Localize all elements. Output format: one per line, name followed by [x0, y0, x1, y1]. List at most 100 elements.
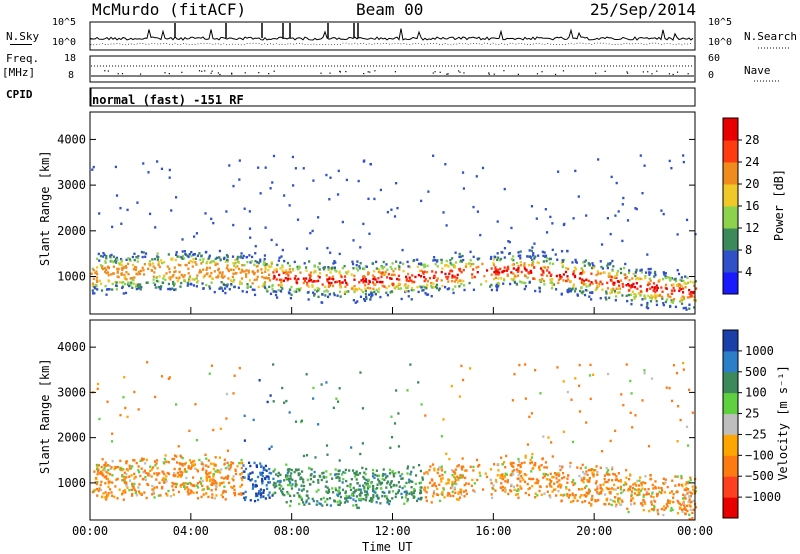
echo-cell	[688, 517, 691, 521]
echo-cell	[338, 499, 341, 503]
echo-cell	[519, 480, 522, 483]
freq-dot	[121, 73, 124, 75]
echo-cell	[524, 454, 527, 458]
echo-cell	[691, 492, 694, 495]
echo-cell	[188, 467, 191, 470]
echo-cell	[670, 166, 673, 170]
echo-cell	[458, 252, 461, 256]
echo-cell	[100, 289, 104, 292]
echo-cell	[168, 176, 171, 179]
echo-cell	[588, 374, 592, 377]
echo-cell	[207, 495, 210, 499]
echo-cell	[390, 277, 393, 281]
echo-cell	[644, 275, 647, 278]
echo-cell	[549, 496, 552, 499]
echo-cell	[133, 459, 136, 462]
echo-cell	[260, 492, 263, 495]
echo-cell	[125, 278, 128, 281]
echo-cell	[679, 418, 682, 422]
echo-cell	[182, 257, 185, 260]
echo-cell	[338, 290, 342, 293]
echo-cell	[91, 267, 95, 271]
echo-cell	[162, 277, 165, 280]
echo-cell	[683, 504, 686, 507]
echo-cell	[357, 488, 361, 491]
echo-cell	[216, 268, 220, 272]
echo-cell	[596, 270, 599, 273]
echo-cell	[166, 265, 169, 268]
echo-cell	[104, 270, 107, 274]
echo-cell	[362, 274, 366, 278]
echo-cell	[104, 491, 107, 494]
echo-cell	[497, 277, 500, 280]
echo-cell	[121, 475, 124, 478]
echo-cell	[652, 295, 655, 298]
echo-cell	[451, 480, 454, 484]
freq-dot	[687, 73, 689, 75]
echo-cell	[635, 484, 638, 487]
echo-cell	[504, 480, 507, 483]
echo-cell	[472, 262, 475, 266]
echo-cell	[538, 287, 541, 290]
echo-cell	[458, 395, 461, 398]
echo-cell	[224, 291, 227, 295]
echo-cell	[443, 496, 446, 499]
echo-cell	[302, 488, 305, 491]
echo-cell	[667, 295, 670, 298]
echo-cell	[160, 261, 164, 265]
echo-cell	[316, 286, 319, 290]
echo-cell	[630, 503, 633, 506]
echo-cell	[315, 490, 318, 493]
echo-cell	[151, 493, 154, 496]
echo-cell	[639, 269, 642, 272]
echo-cell	[381, 474, 384, 477]
echo-cell	[256, 494, 259, 497]
echo-cell	[577, 488, 581, 491]
echo-cell	[178, 270, 181, 274]
echo-cell	[256, 261, 259, 264]
echo-cell	[256, 498, 260, 502]
echo-cell	[136, 260, 139, 263]
echo-cell	[393, 215, 397, 218]
echo-cell	[684, 508, 688, 511]
echo-cell	[363, 488, 366, 491]
echo-cell	[289, 494, 292, 498]
echo-cell	[447, 265, 450, 268]
echo-cell	[426, 293, 430, 296]
echo-cell	[471, 276, 474, 279]
echo-cell	[631, 290, 634, 293]
echo-cell	[134, 285, 137, 288]
echo-cell	[259, 465, 263, 469]
echo-cell	[172, 282, 175, 285]
echo-cell	[647, 294, 650, 298]
echo-cell	[470, 262, 473, 266]
colorbar-tick-label: 25	[745, 407, 759, 421]
echo-cell	[436, 471, 439, 475]
echo-cell	[396, 277, 399, 281]
echo-cell	[378, 287, 381, 290]
echo-cell	[286, 483, 290, 487]
echo-cell	[596, 284, 599, 287]
echo-cell	[664, 481, 667, 484]
echo-cell	[190, 282, 193, 286]
echo-cell	[558, 274, 561, 277]
echo-cell	[462, 187, 466, 190]
echo-cell	[532, 277, 535, 280]
echo-cell	[334, 280, 337, 284]
echo-cell	[205, 283, 208, 287]
echo-cell	[226, 449, 230, 452]
echo-cell	[562, 430, 565, 434]
echo-cell	[410, 286, 414, 290]
echo-cell	[650, 297, 654, 300]
echo-cell	[412, 496, 415, 499]
echo-cell	[125, 271, 128, 274]
echo-cell	[485, 475, 489, 479]
echo-cell	[584, 288, 588, 292]
echo-cell	[264, 464, 268, 468]
echo-cell	[614, 505, 617, 508]
echo-cell	[220, 481, 223, 485]
echo-cell	[515, 268, 518, 272]
echo-cell	[533, 277, 536, 281]
echo-cell	[454, 285, 457, 288]
echo-cell	[263, 254, 267, 257]
